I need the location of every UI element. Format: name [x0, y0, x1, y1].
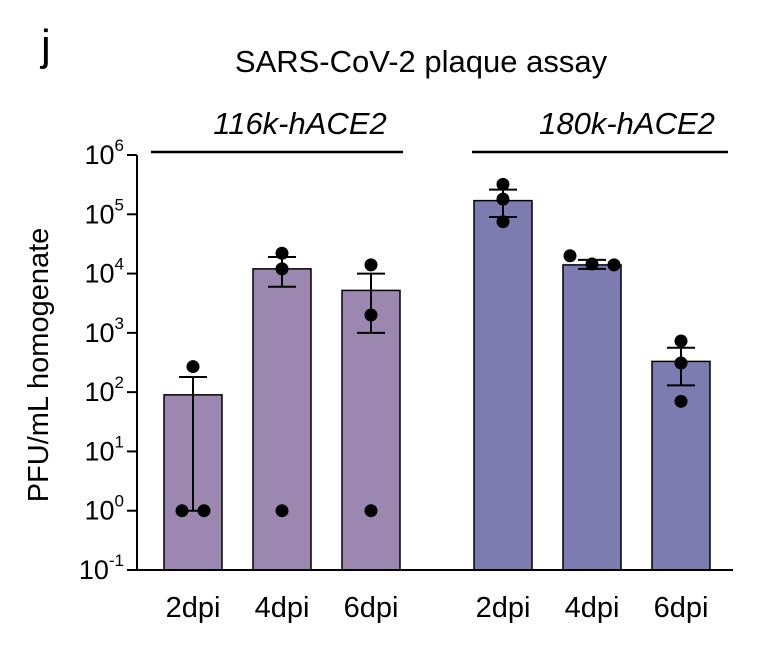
y-tick-base: 10 [84, 318, 114, 348]
error-bars-layer [179, 188, 695, 512]
y-tick-base: 10 [84, 199, 114, 229]
y-tick-exponent: 3 [115, 314, 124, 333]
bar-0-1 [252, 268, 312, 571]
y-tick-exponent: 2 [115, 373, 124, 392]
y-tick-exponent: -1 [109, 551, 124, 570]
y-tick-label-7: 106 [84, 136, 124, 170]
data-point-0-0-1 [175, 504, 189, 518]
data-point-1-2-2 [674, 394, 688, 408]
data-point-0-0-0 [186, 360, 200, 374]
y-tick-exponent: 6 [115, 136, 124, 155]
data-point-0-1-2 [275, 504, 289, 518]
data-point-1-1-1 [585, 257, 599, 271]
y-tick-exponent: 5 [115, 195, 124, 214]
x-tick-label-1-1: 4dpi [565, 592, 620, 624]
data-point-1-2-0 [674, 334, 688, 348]
data-point-1-1-0 [563, 249, 577, 263]
y-tick-label-4: 103 [84, 314, 124, 348]
data-point-1-0-0 [496, 177, 510, 191]
x-tick-label-1-2: 6dpi [654, 592, 709, 624]
x-tick-label-0-2: 6dpi [344, 592, 399, 624]
bar-0-2 [341, 289, 401, 571]
x-tick-label-0-1: 4dpi [255, 592, 310, 624]
bar-1-0 [473, 199, 533, 571]
data-point-0-2-2 [364, 504, 378, 518]
group-label-1: 180k-hACE2 [539, 106, 715, 141]
y-tick-label-3: 102 [84, 373, 124, 407]
y-tick-base: 10 [84, 496, 114, 526]
y-tick-base: 10 [79, 555, 109, 585]
data-point-0-0-2 [197, 504, 211, 518]
y-tick-base: 10 [84, 436, 114, 466]
data-point-0-1-0 [275, 246, 289, 260]
data-point-1-2-1 [674, 356, 688, 370]
y-axis-label: PFU/mL homogenate [23, 228, 55, 503]
y-tick-label-6: 105 [84, 195, 124, 229]
data-point-1-1-2 [607, 258, 621, 272]
data-point-0-1-1 [275, 262, 289, 276]
panel-letter: j [39, 21, 51, 70]
group-annotations: 116k-hACE2 180k-hACE2 [151, 106, 728, 154]
y-tick-exponent: 1 [115, 432, 124, 451]
y-tick-exponent: 4 [115, 255, 124, 274]
bar-1-2 [651, 360, 711, 571]
y-tick-exponent: 0 [115, 492, 124, 511]
bar-1-1 [562, 264, 622, 571]
group-label-0: 116k-hACE2 [213, 106, 386, 141]
y-tick-label-0: 10-1 [79, 551, 124, 585]
bars-layer [163, 199, 711, 571]
y-tick-base: 10 [84, 140, 114, 170]
y-tick-label-1: 100 [84, 492, 124, 526]
y-tick-base: 10 [84, 259, 114, 289]
data-point-1-0-1 [496, 192, 510, 206]
y-tick-label-5: 104 [84, 255, 124, 289]
x-tick-label-0-0: 2dpi [166, 592, 221, 624]
x-tick-labels: 2dpi 4dpi 6dpi 2dpi 4dpi 6dpi [166, 592, 709, 624]
chart-title: SARS-CoV-2 plaque assay [235, 44, 608, 79]
data-point-0-2-0 [364, 258, 378, 272]
y-tick-label-2: 101 [84, 432, 124, 466]
y-tick-base: 10 [84, 377, 114, 407]
x-tick-label-1-0: 2dpi [476, 592, 531, 624]
points-layer [175, 177, 688, 518]
data-point-0-2-1 [364, 308, 378, 322]
data-point-1-0-2 [496, 215, 510, 229]
